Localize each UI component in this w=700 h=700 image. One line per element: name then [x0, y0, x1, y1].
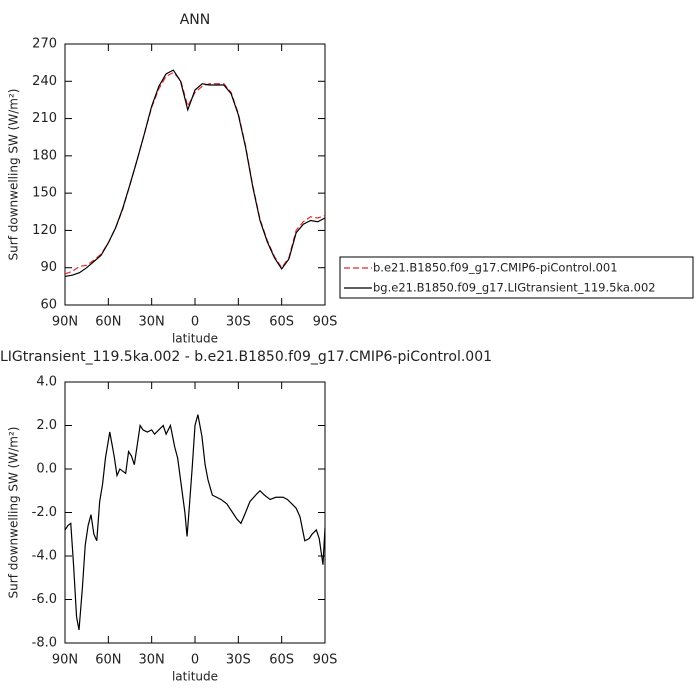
- legend-box: [339, 256, 694, 299]
- y-tick-label: 240: [32, 74, 57, 89]
- y-tick-label: 4.0: [36, 375, 57, 390]
- x-tick-label: 30N: [139, 315, 165, 330]
- x-tick-label: 90S: [313, 315, 338, 330]
- chart-title: ANN: [180, 12, 211, 28]
- x-tick-label: 30N: [139, 653, 165, 668]
- x-tick-label: 60S: [269, 653, 294, 668]
- legend-label: bg.e21.B1850.f09_g17.LIGtransient_119.5k…: [373, 281, 656, 295]
- y-tick-label: -8.0: [32, 636, 57, 651]
- x-tick-label: 30S: [226, 315, 251, 330]
- x-axis-label: latitude: [172, 332, 218, 346]
- x-tick-label: 0: [191, 315, 199, 330]
- plot-frame: [64, 381, 326, 644]
- y-tick-label: -2.0: [32, 505, 57, 520]
- y-axis-label: Surf downwelling SW (W/m²): [7, 427, 21, 599]
- chart-title: LIGtransient_119.5ka.002 - b.e21.B1850.f…: [0, 349, 492, 365]
- line-series: [64, 69, 326, 278]
- x-tick-label: 90S: [313, 653, 338, 668]
- y-tick-label: 0.0: [36, 462, 57, 477]
- y-tick-label: 180: [32, 148, 57, 163]
- y-tick-label: 210: [32, 111, 57, 126]
- y-tick-label: 150: [32, 186, 57, 201]
- x-tick-label: 0: [191, 653, 199, 668]
- x-tick-label: 60S: [269, 315, 294, 330]
- y-tick-label: 120: [32, 223, 57, 238]
- y-axis-label: Surf downwelling SW (W/m²): [7, 89, 21, 261]
- y-tick-label: 90: [40, 260, 57, 275]
- x-tick-label: 60N: [95, 653, 121, 668]
- x-tick-label: 90N: [52, 653, 78, 668]
- y-tick-label: -4.0: [32, 549, 57, 564]
- line-series: [64, 71, 326, 275]
- x-tick-label: 30S: [226, 653, 251, 668]
- line-series: [64, 414, 326, 631]
- y-tick-label: -6.0: [32, 592, 57, 607]
- y-tick-label: 2.0: [36, 418, 57, 433]
- x-axis-label: latitude: [172, 670, 218, 684]
- plot-frame: [64, 43, 326, 306]
- x-tick-label: 60N: [95, 315, 121, 330]
- y-tick-label: 270: [32, 37, 57, 52]
- y-tick-label: 60: [40, 298, 57, 313]
- x-tick-label: 90N: [52, 315, 78, 330]
- legend-label: b.e21.B1850.f09_g17.CMIP6-piControl.001: [373, 261, 618, 275]
